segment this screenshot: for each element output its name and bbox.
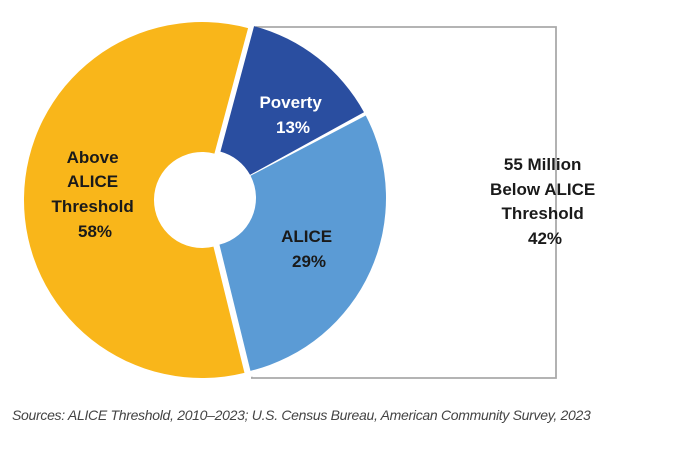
label-above-value: 58% xyxy=(78,222,112,241)
below-alice-callout-box xyxy=(251,26,557,379)
source-note: Sources: ALICE Threshold, 2010–2023; U.S… xyxy=(12,407,591,423)
label-poverty-name: Poverty xyxy=(259,93,322,112)
slice-above-alice-threshold xyxy=(23,22,249,379)
label-above-line-2: ALICE xyxy=(67,172,118,191)
label-alice: ALICE 29% xyxy=(281,227,337,271)
callout-line-2: Below ALICE xyxy=(490,180,595,199)
callout-line-3: Threshold xyxy=(502,204,584,223)
label-poverty: Poverty 13% xyxy=(259,93,326,137)
label-alice-value: 29% xyxy=(292,252,326,271)
label-above-line-1: Above xyxy=(67,148,119,167)
callout-value: 42% xyxy=(528,229,562,248)
label-above-alice-threshold: Above ALICE Threshold 58% xyxy=(52,148,139,241)
slice-poverty xyxy=(220,26,364,175)
callout-line-1: 55 Million xyxy=(504,155,581,174)
label-above-line-3: Threshold xyxy=(52,197,134,216)
label-poverty-value: 13% xyxy=(276,118,310,137)
label-alice-name: ALICE xyxy=(281,227,332,246)
label-below-alice-threshold: 55 Million Below ALICE Threshold 42% xyxy=(490,155,600,248)
slice-alice xyxy=(219,115,386,371)
